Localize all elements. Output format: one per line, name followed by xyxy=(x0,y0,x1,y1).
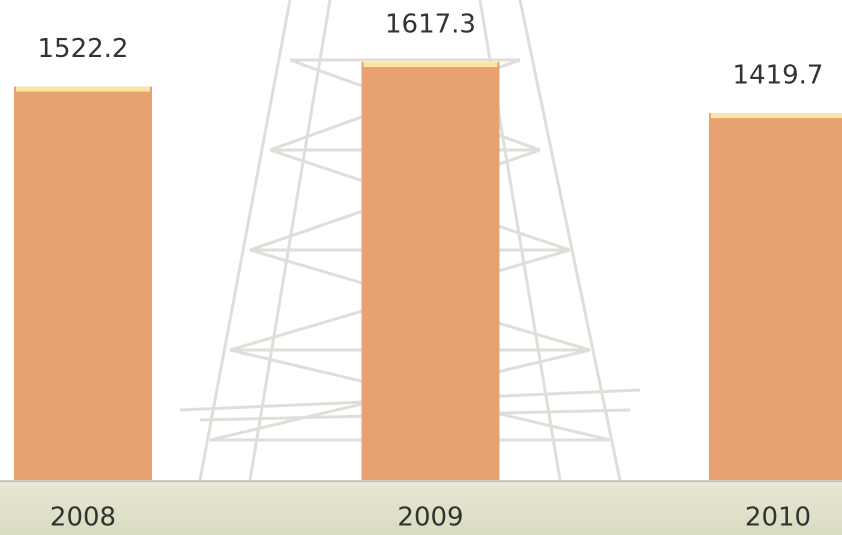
bar-highlight xyxy=(16,87,150,92)
bar xyxy=(709,113,842,480)
value-label: 1419.7 xyxy=(733,61,824,91)
x-tick-label: 2010 xyxy=(745,503,811,533)
value-label: 1522.2 xyxy=(38,34,129,64)
value-label: 1617.3 xyxy=(385,10,476,40)
bar xyxy=(14,87,152,480)
bar-highlight xyxy=(711,113,842,118)
bar xyxy=(362,62,500,480)
x-tick-label: 2008 xyxy=(50,503,116,533)
bar-highlight xyxy=(364,62,498,67)
chart: 1522.2 2008 1617.3 2009 1419.7 2010 xyxy=(0,0,842,535)
plot: 1522.2 2008 1617.3 2009 1419.7 2010 xyxy=(14,10,842,533)
x-tick-label: 2009 xyxy=(397,503,463,533)
